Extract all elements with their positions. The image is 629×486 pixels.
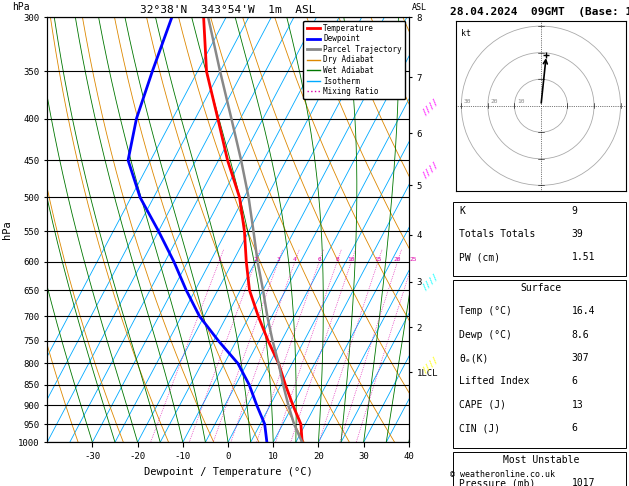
- Text: 10: 10: [348, 257, 355, 262]
- Text: 20: 20: [491, 99, 498, 104]
- Text: 9: 9: [572, 206, 577, 216]
- Text: Temp (°C): Temp (°C): [459, 307, 512, 316]
- Text: θₑ(K): θₑ(K): [459, 353, 489, 363]
- Text: 30: 30: [464, 99, 472, 104]
- Text: 1017: 1017: [572, 478, 595, 486]
- Text: hPa: hPa: [13, 2, 30, 12]
- Text: 2: 2: [253, 257, 257, 262]
- Text: 15: 15: [374, 257, 382, 262]
- Text: Lifted Index: Lifted Index: [459, 377, 530, 386]
- Text: 20: 20: [394, 257, 401, 262]
- Text: 4: 4: [293, 257, 297, 262]
- Text: 16.4: 16.4: [572, 307, 595, 316]
- Text: 1: 1: [217, 257, 221, 262]
- Text: Dewp (°C): Dewp (°C): [459, 330, 512, 340]
- Text: ////: ////: [420, 160, 441, 180]
- Text: ////: ////: [420, 354, 441, 375]
- Text: km
ASL: km ASL: [412, 0, 427, 12]
- Text: ////: ////: [420, 97, 441, 117]
- Text: Surface: Surface: [520, 283, 562, 293]
- Text: 8: 8: [335, 257, 339, 262]
- Y-axis label: hPa: hPa: [3, 220, 13, 239]
- Legend: Temperature, Dewpoint, Parcel Trajectory, Dry Adiabat, Wet Adiabat, Isotherm, Mi: Temperature, Dewpoint, Parcel Trajectory…: [303, 21, 405, 99]
- Text: K: K: [459, 206, 465, 216]
- Text: CAPE (J): CAPE (J): [459, 400, 506, 410]
- Text: Pressure (mb): Pressure (mb): [459, 478, 535, 486]
- Text: 39: 39: [572, 229, 583, 239]
- Text: Most Unstable: Most Unstable: [503, 455, 579, 465]
- Text: 25: 25: [409, 257, 417, 262]
- Text: 6: 6: [572, 377, 577, 386]
- Text: 3: 3: [276, 257, 280, 262]
- Text: 307: 307: [572, 353, 589, 363]
- Text: 6: 6: [317, 257, 321, 262]
- Text: PW (cm): PW (cm): [459, 252, 500, 262]
- Text: © weatheronline.co.uk: © weatheronline.co.uk: [450, 469, 555, 479]
- Text: 28.04.2024  09GMT  (Base: 12): 28.04.2024 09GMT (Base: 12): [450, 7, 629, 17]
- X-axis label: Dewpoint / Temperature (°C): Dewpoint / Temperature (°C): [143, 467, 313, 477]
- Text: CIN (J): CIN (J): [459, 423, 500, 433]
- Text: ////: ////: [420, 272, 441, 292]
- Title: 32°38'N  343°54'W  1m  ASL: 32°38'N 343°54'W 1m ASL: [140, 5, 316, 15]
- Text: 8.6: 8.6: [572, 330, 589, 340]
- Text: Totals Totals: Totals Totals: [459, 229, 535, 239]
- Text: kt: kt: [461, 29, 471, 38]
- Text: 6: 6: [572, 423, 577, 433]
- Text: 1.51: 1.51: [572, 252, 595, 262]
- Text: 13: 13: [572, 400, 583, 410]
- Text: 10: 10: [517, 99, 525, 104]
